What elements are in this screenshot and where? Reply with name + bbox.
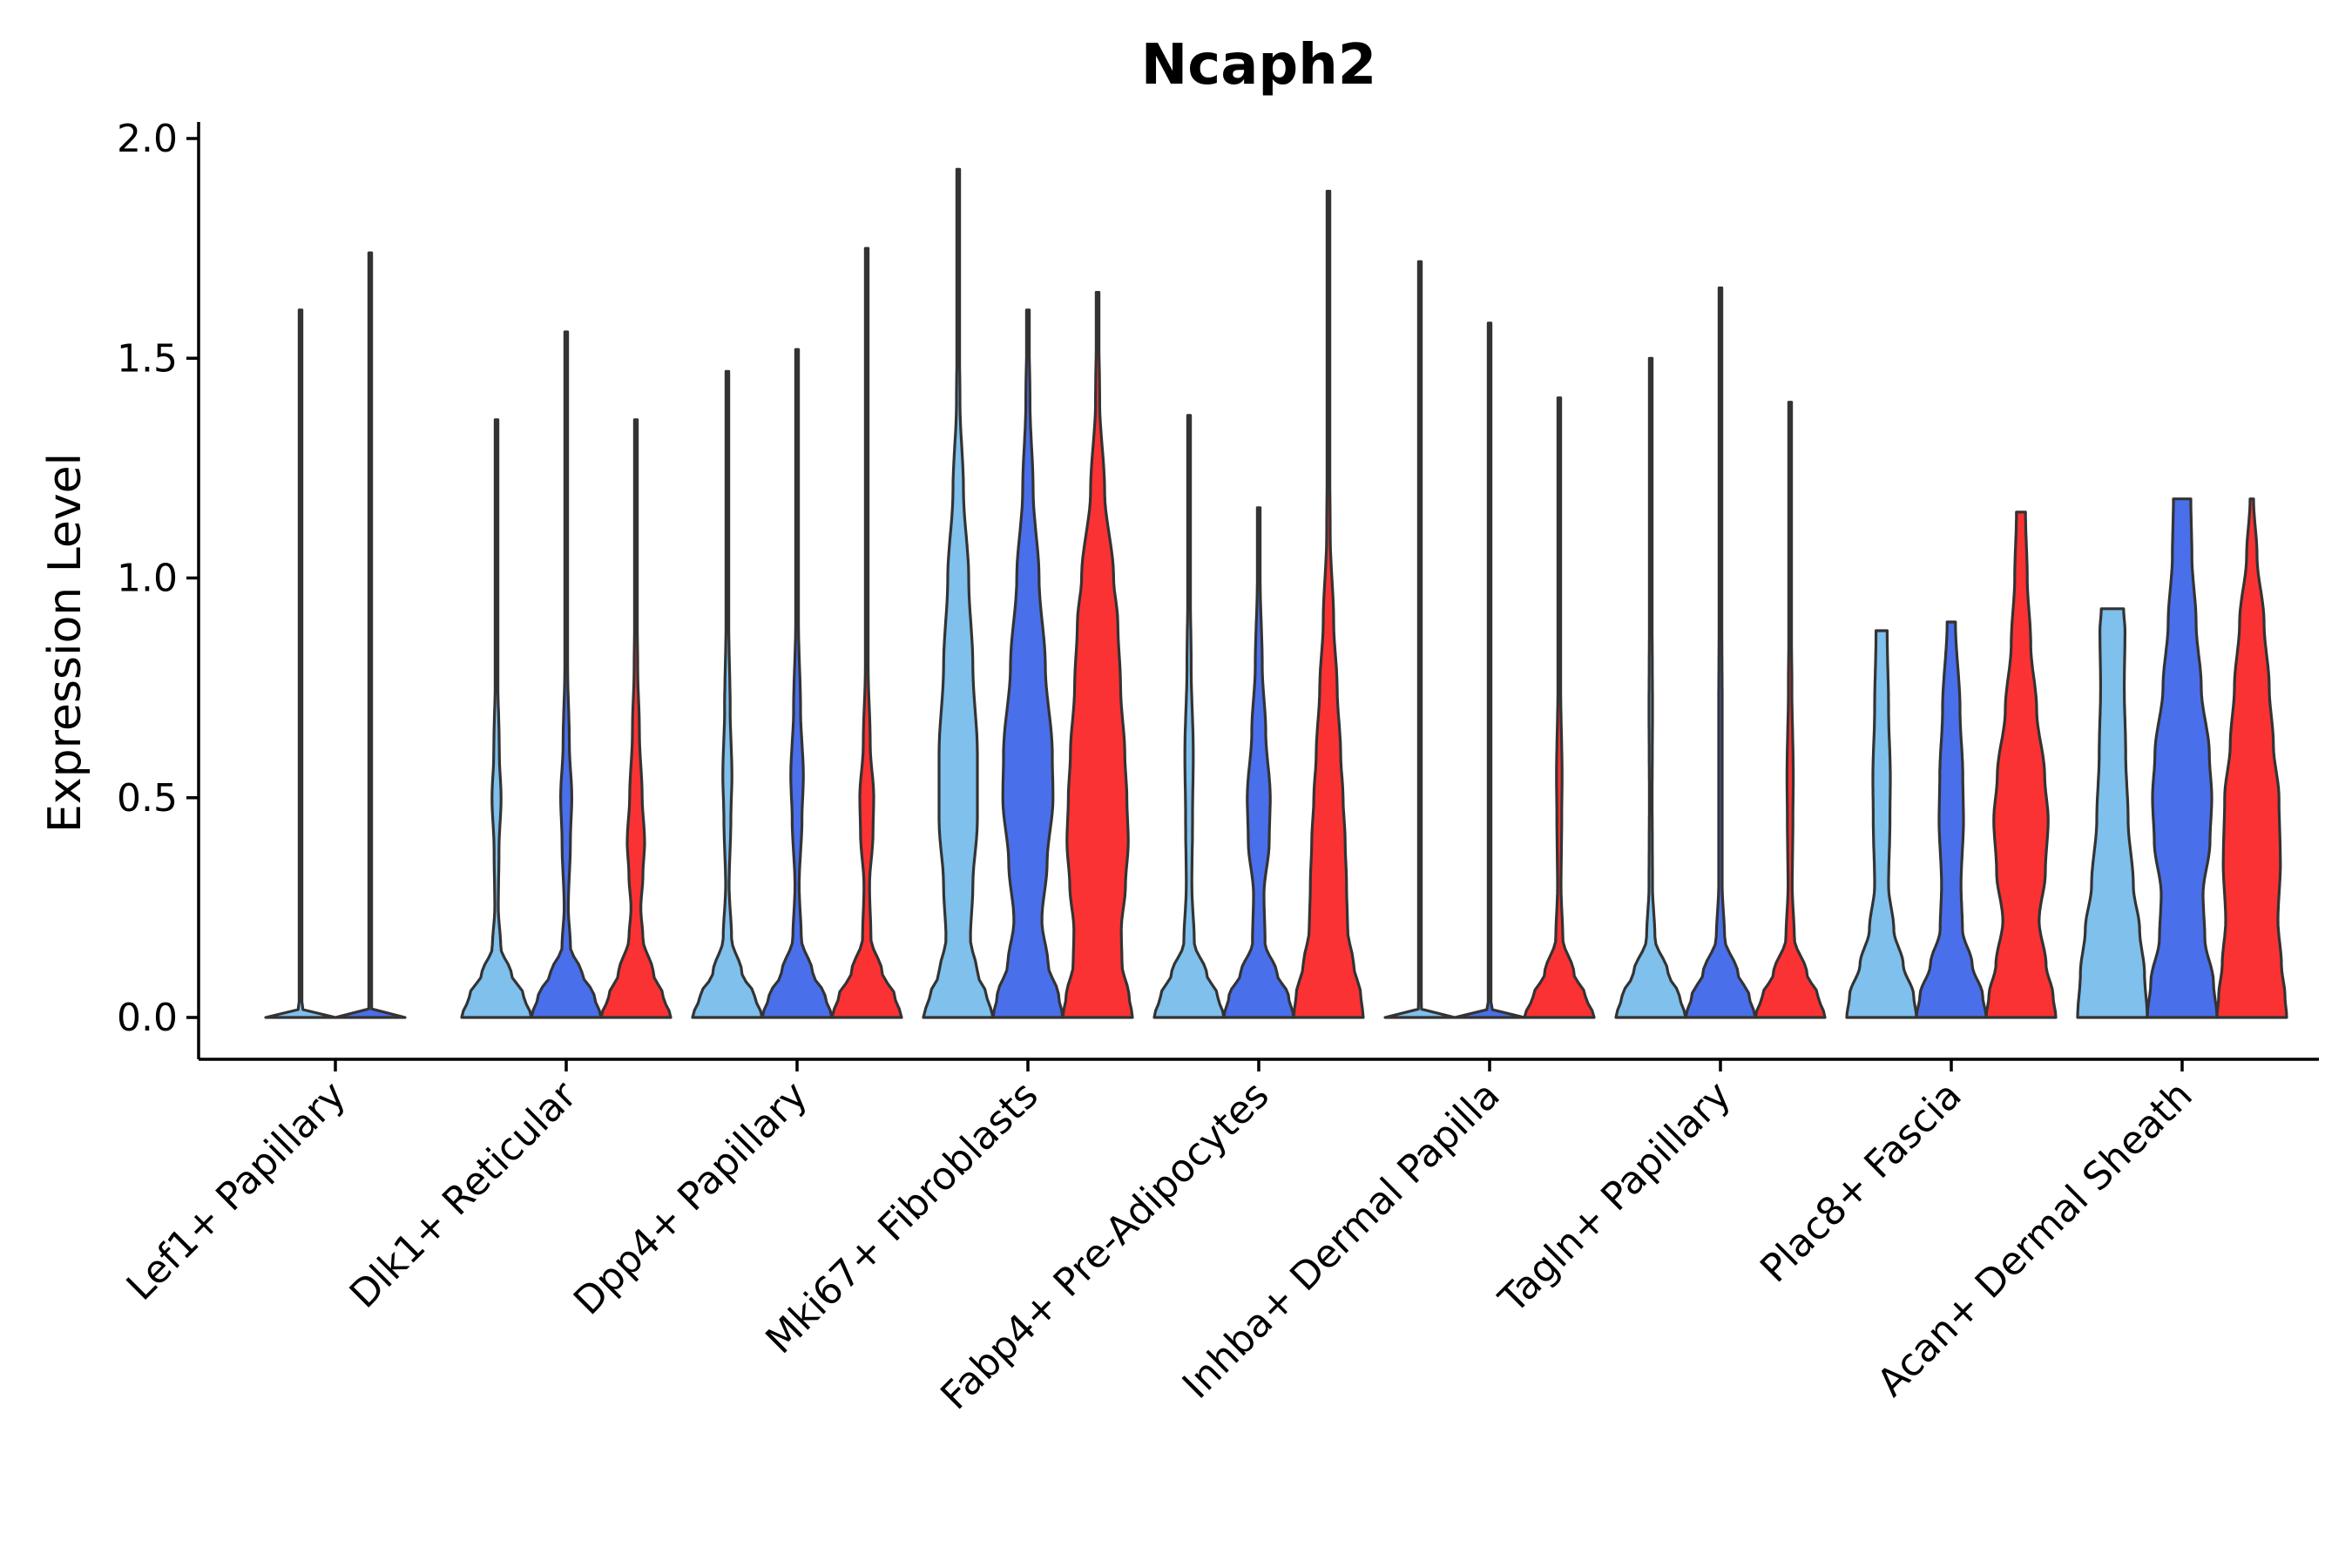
violin-acan-dermal-sheath-s1 [2076,607,2149,1019]
violin-plac8-fascia-s2 [1915,620,1988,1019]
violin-lef1-papillary-s1 [264,308,337,1019]
violin-inhba-dermal-papilla-s3 [1523,396,1596,1019]
violin-plac8-fascia-s3 [1984,510,2058,1019]
violin-plac8-fascia-s1 [1845,629,1918,1019]
violin-dlk1-reticular-s3 [599,418,672,1019]
violin-acan-dermal-sheath-s3 [2215,497,2288,1019]
x-tick-label: Dlk1+ Reticular [341,1072,586,1317]
y-tick-label: 0.0 [117,996,178,1040]
y-tick-label: 1.0 [117,557,178,601]
y-tick-label: 1.5 [117,336,178,381]
y-axis: 0.0 0.5 1.0 1.5 2.0 [117,117,200,1059]
chart-title: Ncaph2 [1141,33,1377,98]
violin-dpp4-papillary-s3 [830,247,903,1019]
violin-dpp4-papillary-s1 [691,369,764,1019]
violin-inhba-dermal-papilla-s2 [1453,321,1526,1019]
violin-fabp4-pre-adipocytes-s2 [1222,506,1295,1019]
violin-dpp4-papillary-s2 [760,348,834,1019]
y-tick-label: 0.5 [117,776,178,821]
violin-dlk1-reticular-s1 [460,418,533,1019]
violin-fabp4-pre-adipocytes-s3 [1292,189,1365,1019]
violin-inhba-dermal-papilla-s1 [1383,260,1456,1019]
violin-tagln-papillary-s1 [1614,356,1687,1019]
y-tick-label: 2.0 [117,117,178,161]
x-tick-label: Plac8+ Fascia [1752,1073,1970,1292]
violin-lef1-papillary-s2 [334,251,407,1019]
x-tick-label: Lef1+ Papillary [118,1073,355,1309]
violin-group [264,167,2288,1019]
y-axis-label: Expression Level [39,453,91,833]
violin-mki67-fibroblasts-s1 [922,167,995,1019]
violin-fabp4-pre-adipocytes-s1 [1152,414,1226,1019]
violin-acan-dermal-sheath-s2 [2146,497,2219,1019]
x-tick-label: Tagln+ Papillary [1490,1073,1740,1322]
violin-tagln-papillary-s2 [1684,286,1757,1019]
violin-tagln-papillary-s3 [1754,401,1827,1019]
violin-mki67-fibroblasts-s2 [991,308,1064,1019]
x-tick-label: Dpp4+ Papillary [565,1073,816,1324]
violin-mki67-fibroblasts-s3 [1061,291,1134,1019]
violin-dlk1-reticular-s2 [530,330,603,1019]
